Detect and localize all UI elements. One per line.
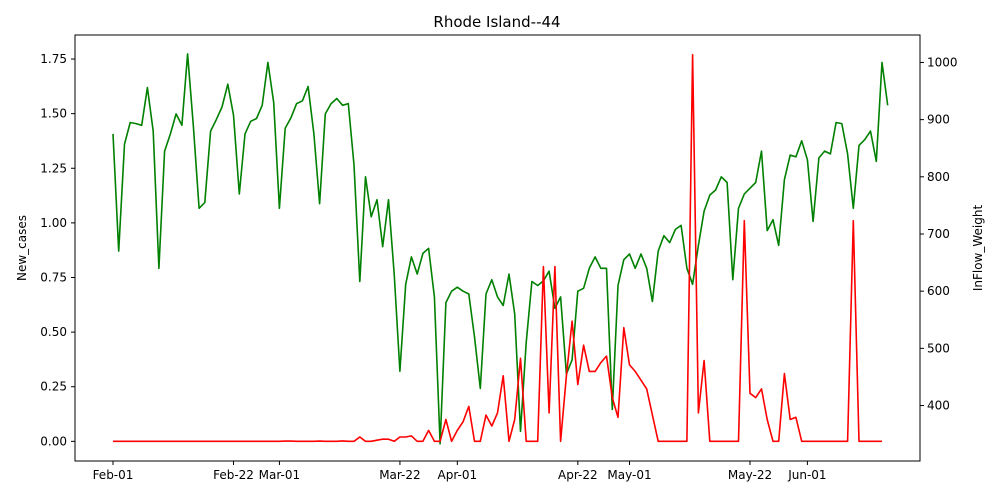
x-tick-label: May-01: [607, 468, 651, 482]
chart-title: Rhode Island--44: [433, 13, 560, 31]
series-line-new-cases: [113, 53, 882, 443]
y-right-tick-label: 900: [927, 113, 950, 127]
plot-frame: [74, 34, 921, 462]
x-tick-label: Jun-01: [787, 468, 826, 482]
y-left-tick-label: 0.00: [40, 434, 67, 448]
x-tick-label: Apr-22: [558, 468, 598, 482]
y-left-tick-label: 1.25: [40, 161, 67, 175]
series-line-inflow-weight: [112, 53, 889, 445]
y-axis-right-label: InFlow_Weight: [971, 205, 985, 292]
x-tick-label: Feb-22: [213, 468, 254, 482]
x-tick-label: Mar-22: [379, 468, 420, 482]
y-right-tick-label: 400: [927, 399, 950, 413]
y-left-tick-label: 1.00: [40, 216, 67, 230]
x-tick-label: Feb-01: [93, 468, 134, 482]
x-tick-label: May-22: [728, 468, 772, 482]
y-left-tick-label: 1.50: [40, 107, 67, 121]
y-right-tick-label: 500: [927, 341, 950, 355]
y-right-tick-label: 600: [927, 284, 950, 298]
y-left-tick-label: 1.75: [40, 52, 67, 66]
y-axis-left-label: New_cases: [15, 215, 29, 281]
y-right-tick-label: 700: [927, 227, 950, 241]
y-left-tick-label: 0.25: [40, 380, 67, 394]
y-left-tick-label: 0.50: [40, 325, 67, 339]
y-right-tick-label: 1000: [927, 55, 958, 69]
x-tick-label: Mar-01: [259, 468, 300, 482]
y-left-tick-label: 0.75: [40, 270, 67, 284]
x-tick-label: Apr-01: [438, 468, 478, 482]
plot-area: Feb-01 Feb-22 Mar-01 Mar-22 Apr-01 Apr-22 May-…: [40, 34, 958, 482]
y-right-tick-label: 800: [927, 170, 950, 184]
